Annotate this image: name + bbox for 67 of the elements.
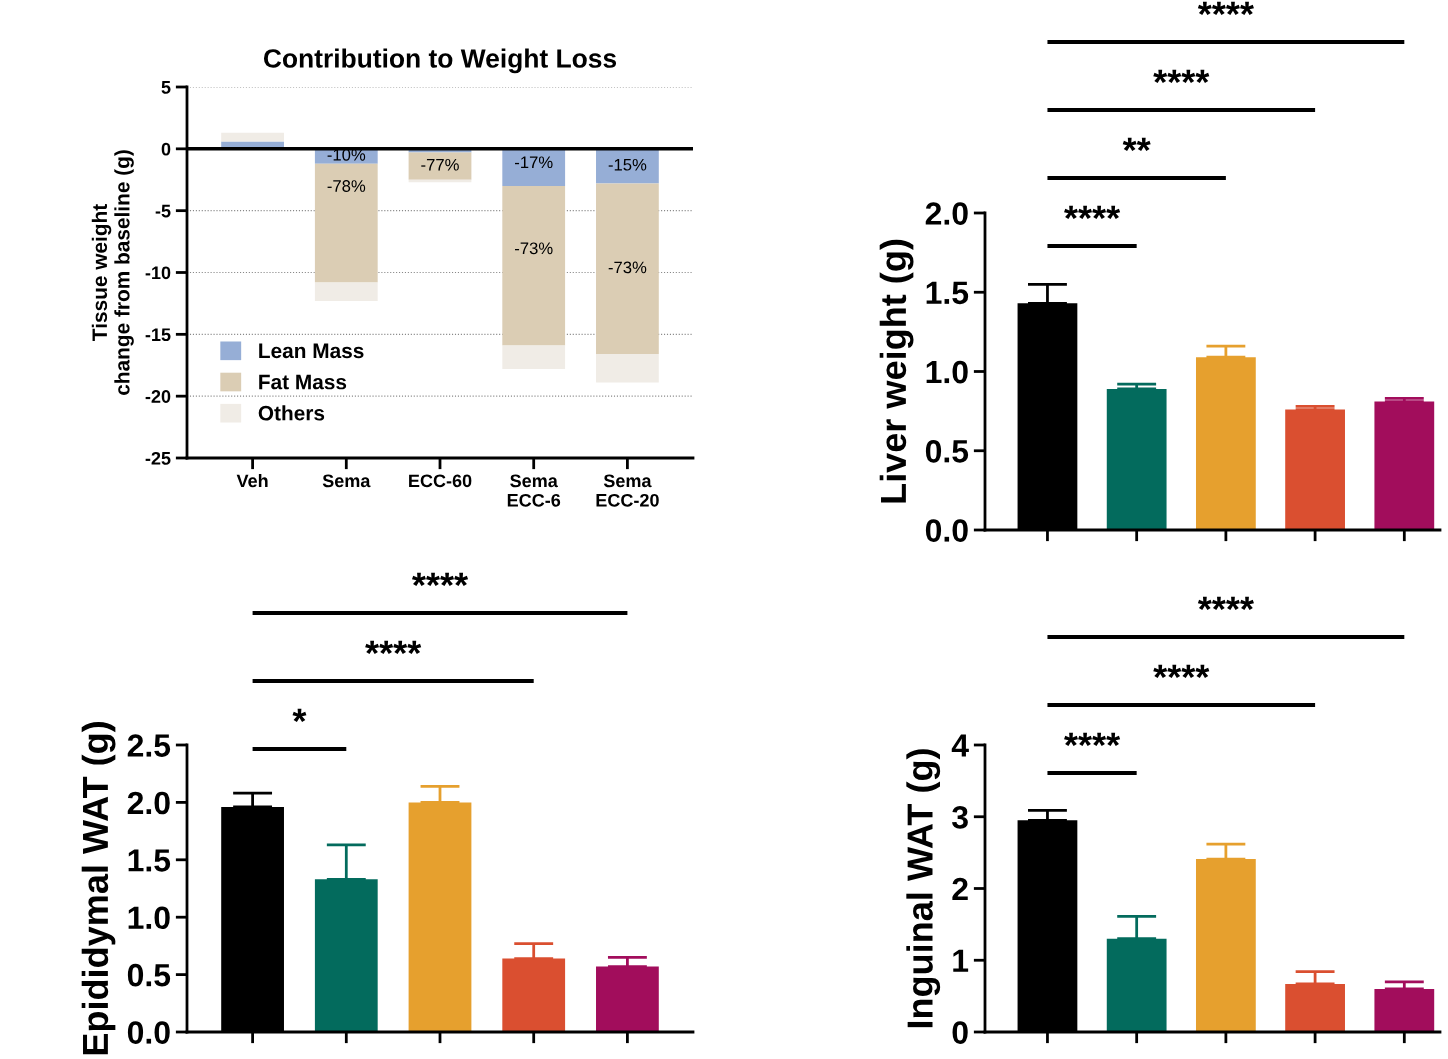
y-tick-label: 5 [161, 81, 171, 94]
y-tick-label: 0 [161, 142, 171, 156]
y-tick-label: 0.0 [127, 1021, 170, 1044]
y-tick-label: 2.0 [925, 202, 968, 225]
bar [408, 152, 472, 180]
x-tick-label: ECC-60 [409, 474, 472, 488]
y-tick-label: 2 [952, 877, 968, 901]
bar [596, 183, 659, 355]
y-tick-label: 1.5 [926, 281, 969, 305]
x-tick-label: Sema ECC-20 [596, 474, 659, 507]
y-tick-label: -15 [145, 328, 171, 342]
y-tick-label: -20 [145, 390, 171, 403]
y-tick-label: 1.0 [926, 360, 968, 384]
y-tick-label: 2.0 [127, 791, 170, 815]
x-tick-label: Sema ECC-6 [507, 474, 561, 507]
annotation: -17% [514, 156, 553, 169]
annotation: **** [1064, 732, 1121, 747]
bar [596, 966, 659, 1032]
y-tick-label: 3 [952, 806, 968, 829]
bar [502, 185, 566, 346]
y-tick-label: 1 [953, 949, 969, 972]
y-tick-label: -25 [145, 451, 171, 465]
text: **** [412, 572, 469, 587]
y-tick-label: -5 [155, 204, 171, 218]
bar [1285, 409, 1345, 530]
y-tick-label: -10 [145, 266, 171, 280]
legend-label: Lean Mass [259, 343, 364, 359]
bar [314, 163, 378, 283]
y-tick-label: 4 [951, 734, 969, 757]
bar [1106, 388, 1167, 530]
x-tick-label: Veh [236, 473, 268, 488]
y-tick-label: 0.0 [925, 519, 968, 542]
annotation: **** [1064, 205, 1121, 220]
y-tick-label: 2.5 [127, 734, 171, 757]
bar [314, 282, 378, 301]
annotation: -73% [514, 242, 553, 255]
bar [596, 354, 659, 383]
annotation: -15% [608, 158, 647, 171]
legend-label: Fat Mass [259, 374, 347, 390]
y-tick-label: 1.5 [128, 849, 171, 872]
text: **** [365, 640, 422, 655]
text: **** [1153, 69, 1210, 84]
bar [1106, 938, 1167, 1032]
bar [221, 132, 284, 142]
annotation: -77% [421, 158, 459, 171]
y-axis-title: Liver weight (g) [879, 239, 914, 503]
x-tick-label: Sema [322, 474, 371, 488]
text: **** [1153, 664, 1210, 679]
bar [1374, 401, 1435, 530]
text: **** [1197, 1, 1254, 16]
annotation: -78% [327, 180, 366, 192]
bar [502, 345, 566, 369]
bar [502, 958, 566, 1032]
annotation: -73% [608, 261, 647, 274]
y-axis-title: Epididymal WAT (g) [81, 722, 116, 1055]
bar [502, 148, 566, 186]
y-tick-label: 1.0 [128, 906, 170, 930]
text: **** [1197, 596, 1254, 611]
y-axis-title: Inguinal WAT (g) [906, 749, 941, 1028]
y-axis-title: Tissue weight change from baseline (g) [91, 150, 134, 395]
legend-label: Others [258, 405, 325, 421]
text: * [292, 708, 307, 723]
text: ** [1122, 137, 1151, 152]
y-tick-label: 0.5 [127, 963, 171, 987]
y-tick-label: 0 [952, 1021, 968, 1044]
y-tick-label: 0.5 [925, 440, 969, 463]
chart-title: Contribution to Weight Loss [263, 48, 617, 74]
